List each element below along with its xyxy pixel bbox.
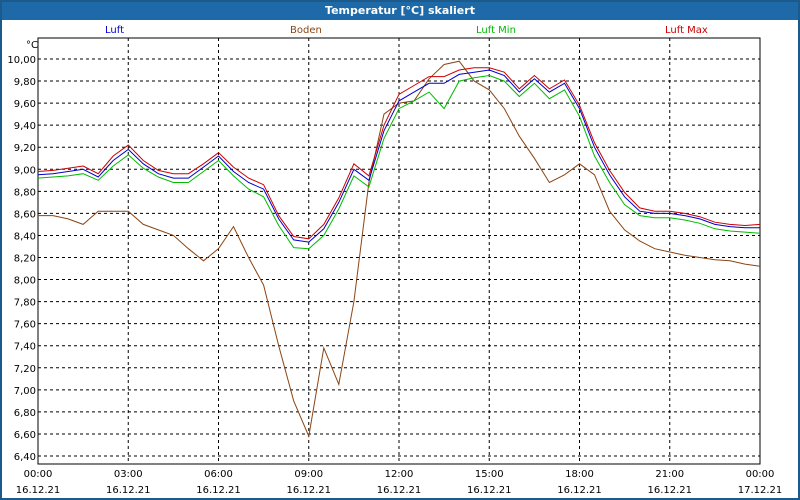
y-axis-label: °C	[26, 40, 38, 51]
y-tick-label: 9,60	[14, 99, 36, 110]
legend-luft: Luft	[105, 25, 124, 36]
y-tick-label: 8,60	[14, 209, 36, 220]
y-tick-label: 8,00	[14, 276, 36, 287]
x-tick-date: 16.12.21	[196, 485, 241, 496]
series-line-luft-max	[37, 67, 761, 240]
x-tick-date: 16.12.21	[377, 485, 422, 496]
y-tick-label: 6,80	[14, 408, 36, 419]
y-tick-label: 7,80	[14, 298, 36, 309]
y-tick-label: 9,40	[14, 121, 36, 132]
y-tick-labels: 10,00 9,80 9,60 9,40 9,20 9,00 8,80 8,60 8,40 8,2…	[7, 55, 36, 463]
series-line-luft	[37, 69, 760, 243]
y-tick-label: 8,20	[14, 254, 36, 265]
y-tick-label: 6,40	[14, 452, 36, 463]
series-line-boden	[38, 60, 761, 438]
window-title: Temperatur [°C] skaliert	[2, 2, 798, 20]
y-tick-label: 7,20	[14, 364, 36, 375]
y-tick-label: 9,00	[14, 165, 36, 176]
grid-lines	[38, 38, 760, 464]
y-tick-label: 6,60	[14, 430, 36, 441]
x-tick-time: 00:00	[746, 469, 775, 480]
y-tick-label: 7,60	[14, 320, 36, 331]
legend-luft-max: Luft Max	[665, 25, 708, 36]
x-tick-time: 09:00	[294, 469, 323, 480]
x-tick-time: 18:00	[565, 469, 594, 480]
x-tick-date: 16.12.21	[647, 485, 692, 496]
y-tick-label: 8,40	[14, 231, 36, 242]
x-tick-time: 12:00	[385, 469, 414, 480]
y-tick-label: 8,80	[14, 187, 36, 198]
y-tick-label: 9,80	[14, 77, 36, 88]
x-tick-time: 03:00	[114, 469, 143, 480]
x-tick-date: 17.12.21	[738, 485, 783, 496]
series-layer	[37, 60, 761, 438]
x-tick-date: 16.12.21	[467, 485, 512, 496]
y-tick-label: 9,20	[14, 143, 36, 154]
x-tick-labels: 00:00 16.12.21 03:00 16.12.21 06:00 16.12.21 0…	[16, 469, 783, 496]
x-tick-date: 16.12.21	[557, 485, 602, 496]
x-tick-time: 15:00	[475, 469, 504, 480]
y-tick-label: 7,00	[14, 386, 36, 397]
y-tick-label: 7,40	[14, 342, 36, 353]
legend-boden: Boden	[290, 25, 322, 36]
x-tick-date: 16.12.21	[16, 485, 61, 496]
legend-luft-min: Luft Min	[476, 25, 516, 36]
x-tick-time: 21:00	[655, 469, 684, 480]
series-line-luft-min	[37, 74, 761, 250]
x-tick-time: 00:00	[24, 469, 53, 480]
y-tick-label: 10,00	[7, 55, 36, 66]
x-tick-time: 06:00	[204, 469, 233, 480]
x-tick-date: 16.12.21	[106, 485, 151, 496]
x-tick-date: 16.12.21	[286, 485, 331, 496]
